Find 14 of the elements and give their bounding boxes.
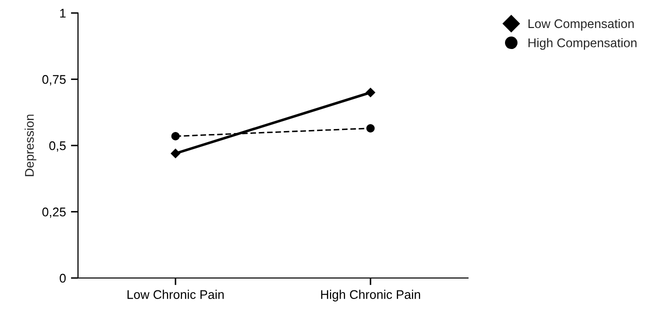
legend-label: Low Compensation	[528, 18, 634, 31]
y-tick-label: 0,25	[42, 208, 66, 218]
point	[366, 88, 376, 98]
y-tick-label: 0,75	[42, 75, 66, 86]
x-tick-label: High Chronic Pain	[321, 290, 420, 302]
point	[366, 124, 375, 132]
point	[171, 132, 180, 140]
y-axis-title: Depression	[24, 114, 36, 176]
y-tick-label: 1	[60, 8, 66, 18]
y-tick-label: 0	[60, 274, 66, 283]
point	[170, 148, 180, 158]
legend-label: High Compensation	[528, 38, 636, 50]
x-tick-label: Low Chronic Pain	[128, 290, 224, 299]
y-tick-label: 0,5	[49, 141, 66, 152]
